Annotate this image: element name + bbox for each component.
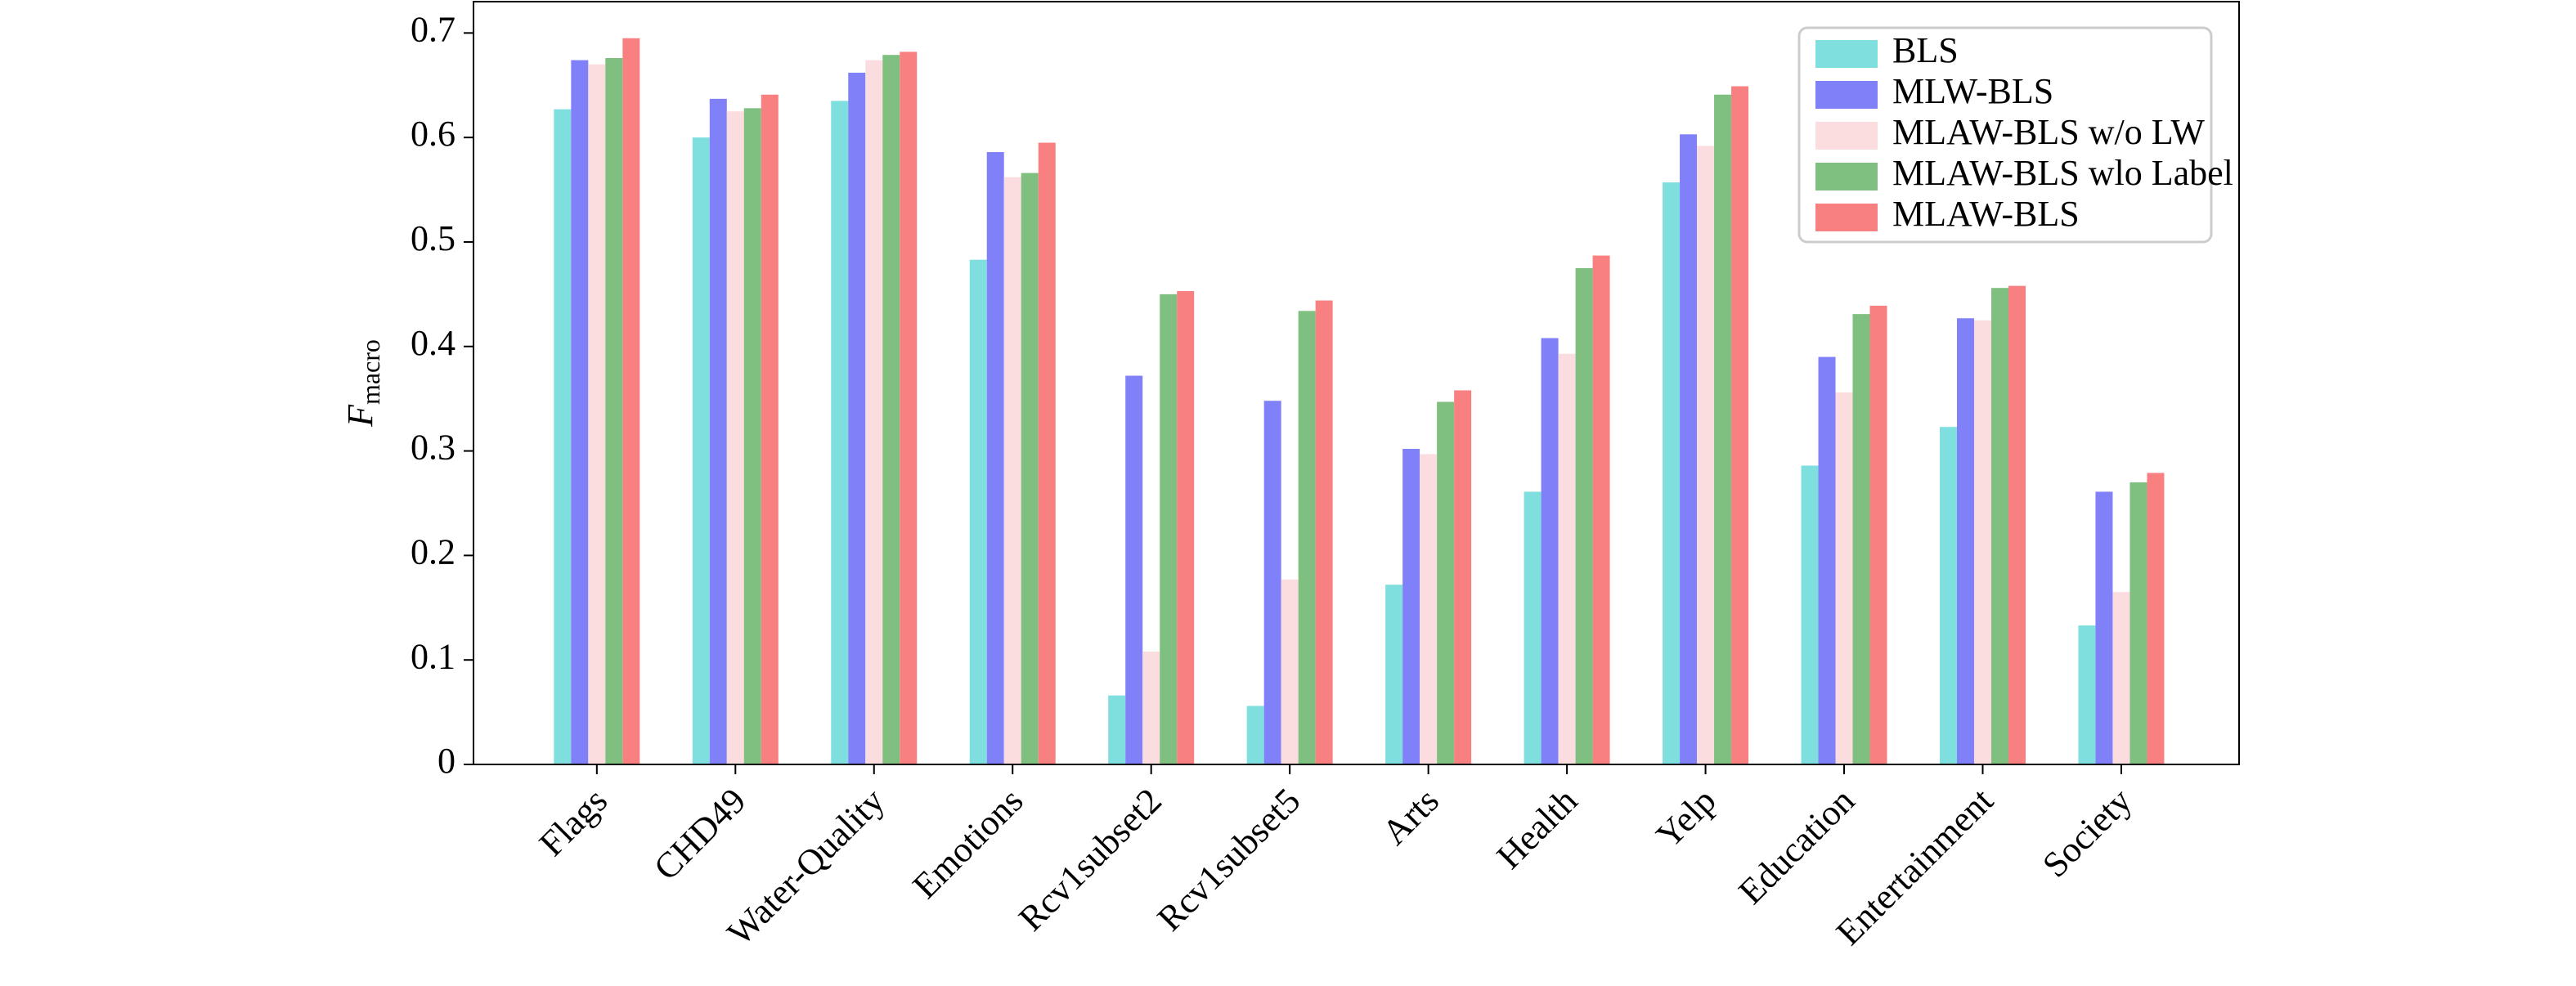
bar [1731,86,1749,764]
bar [1575,267,1593,764]
bar [986,152,1004,765]
bar [588,64,606,764]
bar [1298,311,1316,764]
bar [1592,255,1610,764]
bar [1281,579,1299,764]
bar [2078,625,2096,764]
bar [622,38,640,765]
bar [882,55,900,764]
bar [969,259,987,765]
bar [1003,177,1021,765]
bar [1454,390,1472,764]
bar [761,94,779,764]
bar [2129,482,2147,764]
bar [1385,585,1403,764]
y-axis-label: Fmacro [340,339,385,428]
bar [1558,353,1576,764]
bar [1142,651,1160,764]
bar [709,98,727,765]
y-tick-label: 0.2 [411,531,456,571]
bar [1263,401,1281,764]
bar [848,72,866,764]
bar [2008,285,2026,764]
y-label-main: F [340,404,380,428]
y-tick-label: 0.1 [411,636,456,676]
bar [1402,449,1420,764]
bar [1160,294,1178,764]
bar [1939,427,1957,764]
y-tick-label: 0 [438,741,456,781]
bar [726,111,744,765]
bar [1835,392,1853,764]
bar [1125,375,1143,764]
y-tick-label: 0.4 [411,323,456,363]
bar [692,137,710,764]
y-tick-label: 0.7 [411,9,456,49]
legend-swatch [1815,40,1878,68]
bar [1818,356,1836,764]
bar [1246,706,1264,764]
bar [2095,491,2113,764]
bar [1801,465,1819,764]
y-tick-label: 0.6 [411,114,456,154]
legend-label: MLW-BLS [1892,71,2053,111]
legend-label: BLS [1892,30,1959,70]
legend-swatch [1815,163,1878,190]
bar [1315,300,1333,764]
bar [1697,146,1715,764]
bar [1038,142,1056,765]
bar [1541,338,1559,764]
bar [865,60,883,764]
bar [1973,320,1991,764]
bar [1852,314,1870,764]
bar [1177,291,1195,764]
legend-swatch [1815,204,1878,231]
bar [1680,134,1698,765]
bar [571,60,589,764]
legend-swatch [1815,122,1878,150]
bar [1524,491,1542,764]
legend-label: MLAW-BLS [1892,194,2080,234]
bar [554,109,572,765]
bar [2112,592,2130,764]
bar [1714,94,1732,764]
y-label-sub: macro [356,339,385,405]
bar [743,108,761,764]
bar [1420,454,1438,764]
legend-swatch [1815,81,1878,109]
bar [1956,318,1974,764]
bar [831,101,849,765]
bar [900,52,918,764]
bar [1437,401,1455,764]
bar [605,58,623,765]
plot-frame [473,1,2240,765]
legend-label: MLAW-BLS wlo Label [1892,153,2233,193]
legend-label: MLAW-BLS w/o LW [1892,112,2205,152]
bar [1021,173,1039,765]
bar [2147,473,2165,764]
bar [1663,182,1681,764]
bar [1869,305,1887,765]
bar [1990,288,2008,764]
legend-box [1797,26,2213,244]
y-tick-label: 0.5 [411,218,456,258]
bar [1108,695,1126,764]
y-tick-label: 0.3 [411,428,456,468]
